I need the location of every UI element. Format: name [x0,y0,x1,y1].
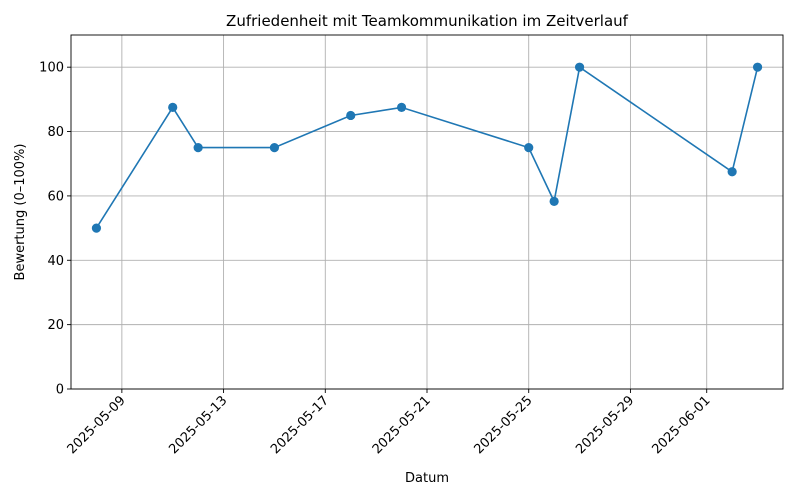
data-point [396,102,407,113]
y-tick-label: 80 [47,125,64,140]
data-point [524,143,534,153]
y-tick-label: 20 [47,318,64,333]
y-tick-label: 40 [47,254,64,269]
x-axis-title: Datum [405,471,449,486]
x-tick-label: 2025-05-25 [472,393,536,457]
y-axis-title: Bewertung (0–100%) [13,144,28,281]
data-point [752,62,763,72]
series-layer [91,62,763,233]
x-tick-label: 2025-05-21 [370,393,434,457]
data-point [727,167,737,177]
x-tick-label: 2025-05-17 [268,393,332,457]
data-point [574,62,585,72]
data-point [193,143,203,153]
y-axis: 0 20 40 60 80 100 [39,61,71,398]
y-tick-label: 100 [39,61,64,76]
data-point [269,143,280,153]
x-tick-label: 2025-05-29 [573,393,637,457]
data-point [91,223,102,233]
x-axis: 2025-05-09 2025-05-13 2025-05-17 2025-05-21… [65,389,714,457]
data-point [168,102,178,113]
y-tick-label: 60 [47,189,64,204]
data-point [346,110,356,121]
x-tick-label: 2025-06-01 [650,393,714,457]
x-tick-label: 2025-05-09 [65,393,129,457]
y-tick-label: 0 [56,383,64,398]
x-tick-label: 2025-05-13 [166,393,230,457]
data-point [549,196,559,206]
chart-title: Zufriedenheit mit Teamkommunikation im Z… [226,12,629,30]
grid [71,35,783,390]
